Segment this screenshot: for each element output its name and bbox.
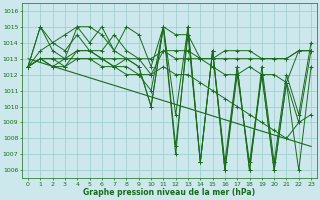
X-axis label: Graphe pression niveau de la mer (hPa): Graphe pression niveau de la mer (hPa) [84, 188, 256, 197]
